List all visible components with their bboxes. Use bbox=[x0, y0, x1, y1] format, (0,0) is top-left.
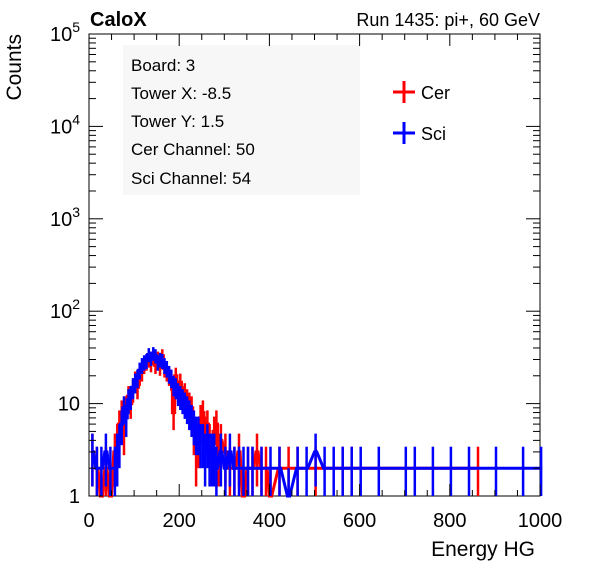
x-tick-label-1000: 1000 bbox=[518, 510, 563, 532]
series-sci bbox=[91, 347, 543, 498]
x-axis-title: Energy HG bbox=[431, 538, 535, 561]
y-tick-label-1: 1 bbox=[69, 486, 80, 508]
x-tick-label-600: 600 bbox=[343, 510, 376, 532]
stats-box bbox=[123, 45, 360, 195]
y-tick-label-10: 10 bbox=[58, 394, 80, 416]
y-tick-label-100000: 105 bbox=[50, 19, 80, 46]
y-tick-label-100: 102 bbox=[50, 296, 80, 323]
legend-sci-label: Sci bbox=[421, 124, 446, 144]
series-layer bbox=[91, 347, 543, 498]
y-axis-title: Counts bbox=[3, 34, 26, 101]
experiment-label: CaloX bbox=[90, 9, 147, 31]
stats-line-cer-channel: Cer Channel: 50 bbox=[131, 140, 255, 159]
y-tick-label-1000: 103 bbox=[50, 204, 80, 231]
stats-line-tower-y: Tower Y: 1.5 bbox=[131, 112, 224, 131]
legend-sci-marker bbox=[393, 122, 415, 144]
stats-line-board: Board: 3 bbox=[131, 56, 195, 75]
x-tick-label-400: 400 bbox=[253, 510, 286, 532]
x-tick-label-200: 200 bbox=[163, 510, 196, 532]
x-tick-label-800: 800 bbox=[433, 510, 466, 532]
y-tick-label-10000: 104 bbox=[50, 111, 80, 138]
legend-cer-label: Cer bbox=[421, 83, 450, 103]
legend: Cer Sci bbox=[393, 81, 450, 144]
stats-line-sci-channel: Sci Channel: 54 bbox=[131, 169, 251, 188]
series-cer bbox=[91, 349, 480, 498]
x-tick-label-0: 0 bbox=[83, 510, 94, 532]
legend-cer-marker bbox=[393, 81, 415, 103]
x-axis: 0 200 400 600 800 1000 bbox=[83, 34, 562, 532]
series-cer-line bbox=[91, 354, 480, 498]
run-info-label: Run 1435: pi+, 60 GeV bbox=[356, 10, 540, 30]
stats-line-tower-x: Tower X: -8.5 bbox=[131, 84, 231, 103]
